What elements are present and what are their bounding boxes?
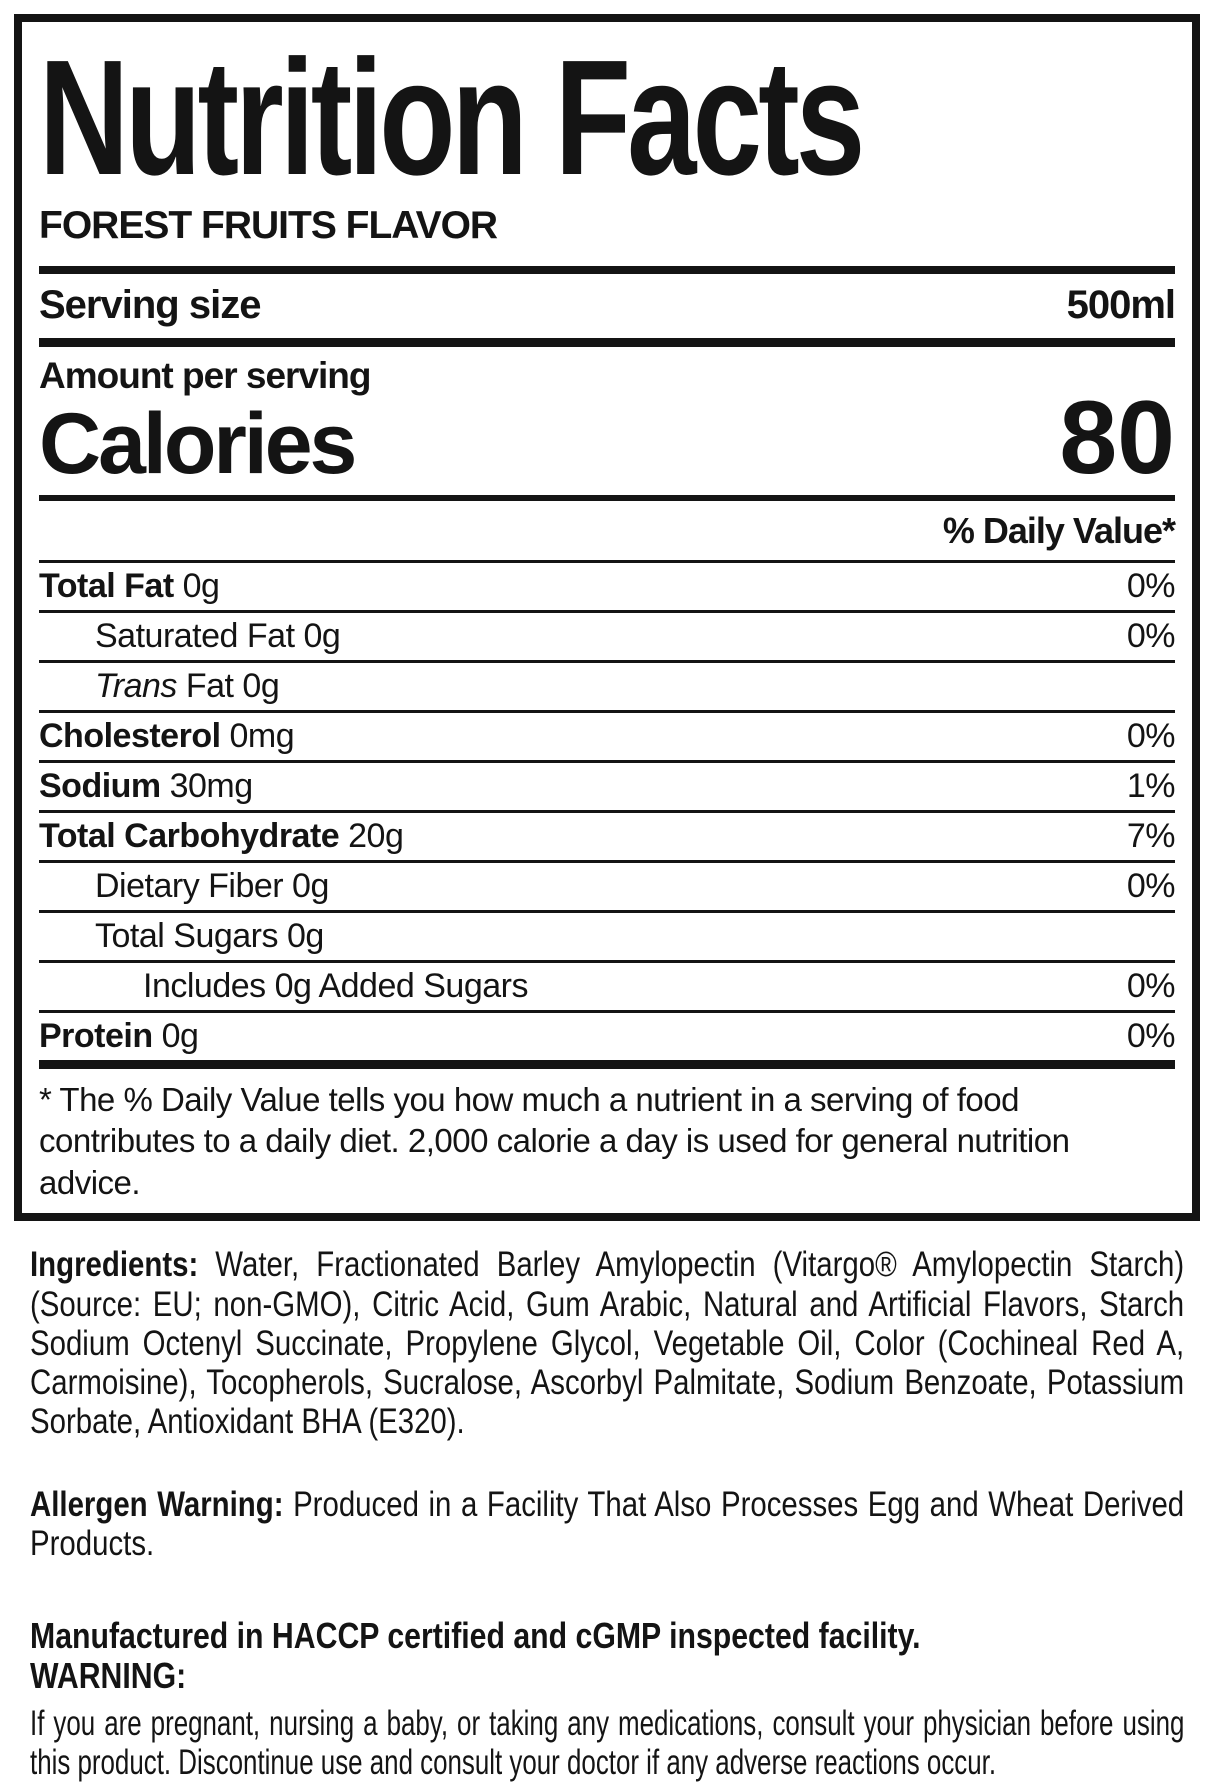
ingredients-label: Ingredients:: [30, 1245, 199, 1285]
nutrient-daily-value: 0%: [1126, 566, 1176, 605]
nutrient-daily-value: 0%: [1126, 966, 1176, 1005]
warning-heading: WARNING:: [30, 1654, 187, 1696]
nutrient-name: Sodium 30mg: [39, 766, 253, 805]
calories-row: Calories 80: [39, 379, 1175, 501]
manufactured-section: Manufactured in HACCP certified and cGMP…: [30, 1614, 1184, 1656]
nutrient-row: Trans Fat 0g: [39, 663, 1175, 713]
nutrient-daily-value: 0%: [1126, 866, 1176, 905]
ingredients-paragraph: Ingredients: Water, Fractionated Barley …: [30, 1245, 1184, 1441]
allergen-label: Allergen Warning:: [30, 1485, 284, 1525]
nutrient-daily-value: 0%: [1126, 1016, 1176, 1055]
nutrient-daily-value: 7%: [1126, 816, 1176, 855]
calories-label: Calories: [39, 395, 357, 492]
nutrient-daily-value: 0%: [1126, 716, 1176, 755]
amount-per-serving-label: Amount per serving: [39, 354, 372, 396]
footnote: * The % Daily Value tells you how much a…: [39, 1080, 1070, 1201]
nutrient-row: Total Fat 0g 0%: [39, 563, 1176, 613]
nutrient-name: Cholesterol 0mg: [39, 716, 295, 755]
nutrient-row: Total Sugars 0g: [39, 913, 1175, 963]
nutrient-daily-value: 1%: [1126, 766, 1176, 805]
label-title: Nutrition Facts: [39, 26, 865, 209]
daily-value-header: % Daily Value*: [39, 501, 1176, 563]
flavor-line: FOREST FRUITS FLAVOR: [39, 204, 1175, 274]
serving-size-label: Serving size: [39, 282, 261, 327]
nutrient-row: Saturated Fat 0g 0%: [39, 613, 1176, 663]
nutrient-name: Total Sugars 0g: [95, 916, 324, 955]
nutrient-name: Includes 0g Added Sugars: [143, 966, 528, 1005]
nutrient-row: Cholesterol 0mg 0%: [39, 713, 1176, 763]
allergen-paragraph: Allergen Warning: Produced in a Facility…: [30, 1485, 1184, 1563]
nutrient-row: Protein 0g 0%: [39, 1013, 1176, 1060]
info-sections: Ingredients: Water, Fractionated Barley …: [0, 1221, 1214, 1782]
warning-heading-wrap: WARNING:: [30, 1654, 1184, 1696]
warning-text-wrap: If you are pregnant, nursing a baby, or …: [30, 1704, 1184, 1782]
nutrient-row: Total Carbohydrate 20g 7%: [39, 813, 1176, 863]
nutrient-row: Dietary Fiber 0g 0%: [39, 863, 1176, 913]
serving-size-row: Serving size 500ml: [39, 274, 1176, 347]
allergen-section: Allergen Warning: Produced in a Facility…: [30, 1485, 1184, 1563]
calories-value: 80: [1059, 379, 1175, 496]
nutrient-name: Trans Fat 0g: [95, 666, 280, 705]
ingredients-text: Water, Fractionated Barley Amylopectin (…: [30, 1245, 1185, 1442]
nutrient-daily-value: 0%: [1126, 616, 1176, 655]
allergen-text: Produced in a Facility That Also Process…: [30, 1485, 1185, 1564]
serving-size-value: 500ml: [1066, 282, 1176, 327]
nutrient-name: Total Fat 0g: [39, 566, 220, 605]
manufactured-line: Manufactured in HACCP certified and cGMP…: [30, 1614, 921, 1656]
nutrition-label: Nutrition Facts FOREST FRUITS FLAVOR Ser…: [14, 14, 1200, 1222]
ingredients-section: Ingredients: Water, Fractionated Barley …: [30, 1245, 1184, 1441]
warning-text: If you are pregnant, nursing a baby, or …: [30, 1704, 1185, 1783]
nutrient-name: Saturated Fat 0g: [95, 616, 341, 655]
nutrient-name: Dietary Fiber 0g: [95, 866, 329, 905]
nutrient-row: Sodium 30mg 1%: [39, 763, 1176, 813]
nutrient-row: Includes 0g Added Sugars 0%: [39, 963, 1176, 1013]
nutrient-name: Protein 0g: [39, 1016, 199, 1055]
nutrient-rows: Total Fat 0g 0% Saturated Fat 0g 0% Trans Fa…: [39, 563, 1176, 1069]
nutrient-name: Total Carbohydrate 20g: [39, 816, 404, 855]
